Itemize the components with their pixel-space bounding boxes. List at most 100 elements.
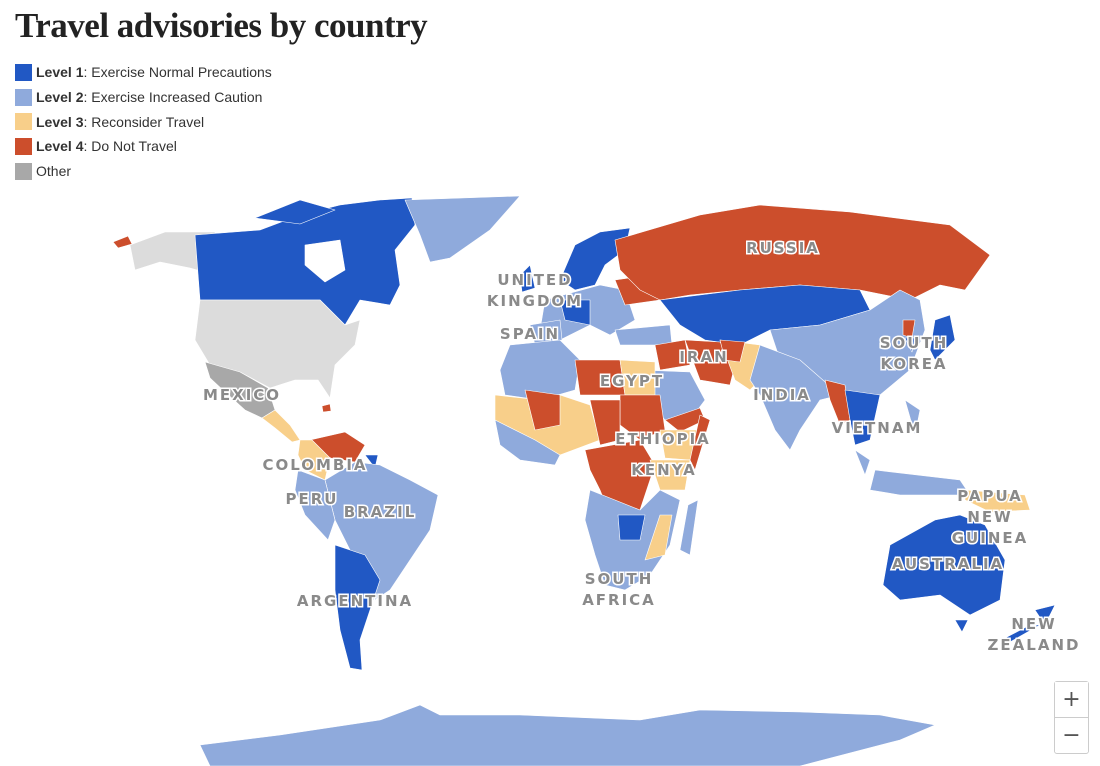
country-label: COLOMBIA (262, 456, 367, 474)
legend-swatch (15, 63, 32, 81)
somalia (689, 414, 711, 471)
map-labels: RUSSIA UNITED KINGDOM SPAIN MEXICO IRAN EGYPT I… (201, 238, 1081, 656)
west-coast (494, 419, 561, 466)
legend-text: : Exercise Increased Caution (83, 89, 263, 106)
mozambique (644, 514, 673, 561)
peru (294, 469, 336, 541)
afghanistan (719, 339, 746, 363)
country-label: KENYA (631, 461, 696, 479)
country-label-line: UNITED (497, 271, 572, 289)
legend-text: : Do Not Travel (83, 138, 177, 155)
spain (529, 319, 563, 346)
legend-swatch (15, 137, 32, 155)
country-label: VIETNAM (832, 419, 923, 437)
turkey (614, 324, 673, 346)
legend-level: Level 1 (36, 64, 84, 81)
map-title: Travel advisories by country (15, 6, 428, 45)
country-label-line: COLOMBIA (262, 456, 367, 474)
legend-item: Level 4: Do Not Travel (15, 134, 272, 159)
australia (882, 514, 1006, 616)
country-label: ARGENTINA (297, 592, 413, 610)
legend-item: Other (15, 159, 272, 184)
caribbean (321, 403, 332, 413)
country-label: NEW ZEALAND (988, 615, 1081, 654)
south-korea (904, 337, 916, 353)
syria-iraq (654, 339, 691, 371)
country-label-line: ARGENTINA (297, 592, 413, 610)
country-label-line: PERU (286, 490, 339, 508)
legend-level: Level 3 (36, 113, 84, 130)
country-label: SOUTH AFRICA (582, 570, 656, 609)
zambia (617, 514, 646, 541)
tasmania (954, 619, 969, 633)
country-label-line: MEXICO (203, 386, 281, 404)
countries (112, 195, 1056, 766)
new-zealand (1004, 604, 1056, 643)
legend: Level 1: Exercise Normal Precautions Leve… (15, 60, 272, 183)
country-label-line: ZEALAND (988, 636, 1081, 654)
mali (524, 389, 561, 431)
country-label-line: AUSTRALIA (892, 555, 1004, 573)
vietnam-thailand (844, 389, 881, 446)
country-label-line: BRAZIL (344, 503, 417, 521)
country-label-line: RUSSIA (746, 239, 820, 257)
legend-item: Level 2: Exercise Increased Caution (15, 85, 272, 110)
myanmar (824, 379, 851, 426)
legend-swatch (15, 162, 32, 180)
legend-level: Level 2 (36, 89, 84, 106)
malaysia (854, 449, 871, 476)
legend-text: : Reconsider Travel (83, 113, 205, 130)
iran (684, 339, 736, 386)
country-label: RUSSIA (746, 239, 820, 257)
zoom-in[interactable]: + (1055, 682, 1088, 717)
country-label: IRAN (679, 348, 728, 366)
arctic-islands (254, 199, 336, 225)
legend-item: Level 1: Exercise Normal Precautions (15, 60, 272, 85)
country-label: INDIA (753, 386, 811, 404)
india (749, 344, 841, 451)
country-label-line: NEW (967, 508, 1012, 526)
country-label: AUSTRALIA (892, 555, 1004, 573)
country-label: SOUTH KOREA (880, 334, 949, 373)
country-label-line: KOREA (880, 355, 947, 373)
papua-new-guinea (964, 489, 1031, 513)
france (559, 299, 591, 326)
country-label-line: ETHIOPIA (615, 430, 711, 448)
legend-item: Level 3: Reconsider Travel (15, 109, 272, 134)
legend-swatch (15, 88, 32, 106)
legend-text: : Exercise Normal Precautions (83, 64, 272, 81)
zoom-out[interactable]: − (1055, 717, 1088, 752)
legend-level: Level 4 (36, 138, 84, 155)
legend-swatch (15, 113, 32, 131)
country-label-line: VIETNAM (832, 419, 923, 437)
argentina (334, 544, 381, 671)
country-label: BRAZIL (344, 503, 417, 521)
zoom-control: + − (1054, 681, 1089, 754)
country-label: UNITED KINGDOM (487, 271, 583, 310)
greenland (404, 195, 521, 263)
aleutian-tip (112, 235, 133, 249)
country-label-line: PAPUA (957, 487, 1023, 505)
country-label-line: EGYPT (600, 372, 664, 390)
country-label-line: SOUTH (880, 334, 949, 352)
country-label-line: AFRICA (582, 591, 656, 609)
central-america (261, 409, 301, 443)
country-label: ETHIOPIA (615, 430, 711, 448)
north-africa (499, 339, 581, 401)
country-label-line: GUINEA (952, 529, 1028, 547)
country-label-line: INDIA (753, 386, 811, 404)
country-label-line: KINGDOM (487, 292, 583, 310)
country-label: PAPUA NEW GUINEA (952, 487, 1028, 547)
country-label-line: SPAIN (500, 325, 560, 343)
united-kingdom (519, 264, 536, 293)
indonesia (869, 469, 971, 496)
country-label: EGYPT (600, 372, 664, 390)
country-label-line: KENYA (631, 461, 696, 479)
country-label-line: SOUTH (585, 570, 654, 588)
kenya (649, 459, 691, 491)
legend-text: Other (36, 163, 72, 180)
country-label: MEXICO (203, 386, 281, 404)
madagascar (679, 499, 699, 556)
